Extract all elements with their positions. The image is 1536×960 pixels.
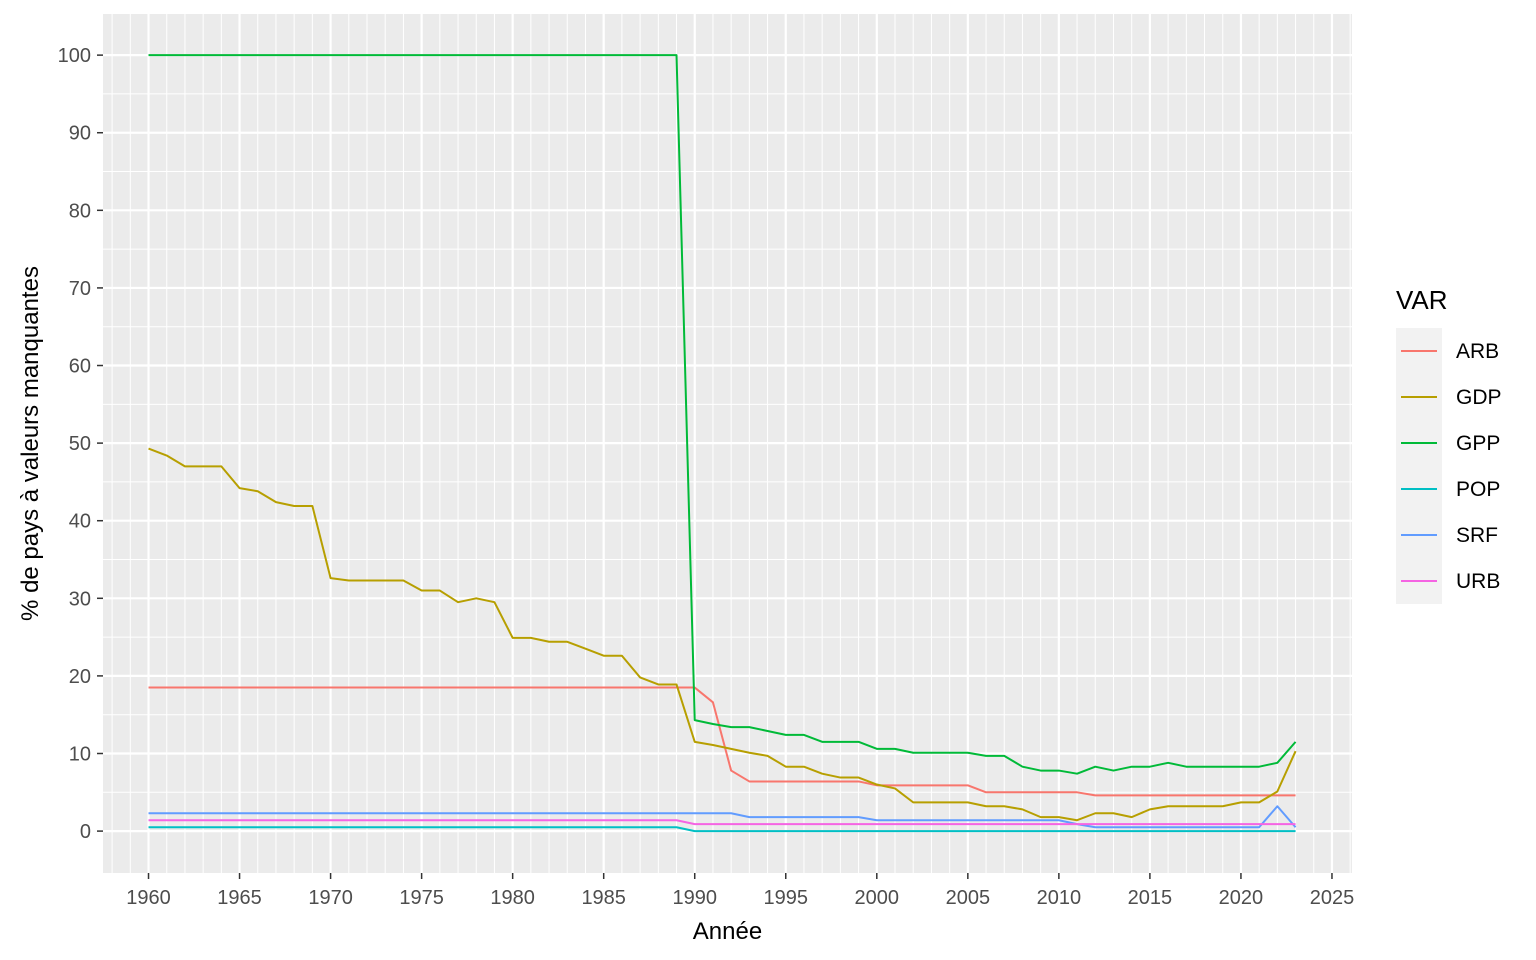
x-axis: 1960 1965 1970 1975 1980 1985 1990 1995 2000 2005…	[126, 873, 1354, 909]
x-tick-label: 2025	[1310, 887, 1355, 909]
y-tick-label: 0	[80, 821, 91, 843]
x-axis-title: Année	[693, 918, 762, 945]
x-tick-label: 2015	[1128, 887, 1173, 909]
x-tick-label: 2005	[946, 887, 991, 909]
x-tick-label: 2000	[855, 887, 900, 909]
legend-label-gdp: GDP	[1456, 386, 1502, 409]
y-tick-label: 10	[69, 744, 91, 766]
series-line-pop	[148, 826, 1296, 833]
y-axis: 0 10 20 30 40 50 60 70 80 90 100	[58, 45, 103, 843]
legend-title: VAR	[1396, 285, 1448, 315]
series-line-urb	[148, 819, 1296, 826]
y-tick-label: 70	[69, 278, 91, 300]
legend-label-urb: URB	[1456, 570, 1500, 593]
x-tick-label: 1965	[217, 887, 262, 909]
x-tick-label: 1980	[490, 887, 535, 909]
x-tick-label: 1970	[308, 887, 353, 909]
y-tick-label: 30	[69, 588, 91, 610]
legend-key-background	[1396, 328, 1442, 604]
y-tick-label: 80	[69, 200, 91, 222]
legend-label-gpp: GPP	[1456, 432, 1500, 455]
x-tick-label: 2010	[1037, 887, 1082, 909]
y-tick-label: 40	[69, 511, 91, 533]
x-tick-label: 1995	[764, 887, 809, 909]
legend-label-arb: ARB	[1456, 340, 1499, 363]
series-line-srf	[148, 805, 1297, 829]
legend-label-pop: POP	[1456, 478, 1500, 501]
legend-label-srf: SRF	[1456, 524, 1498, 547]
legend: VAR ARB GDP GPP POP SRF URB	[1396, 285, 1502, 604]
y-tick-label: 90	[69, 123, 91, 145]
legend-items: ARB GDP GPP POP SRF URB	[1401, 340, 1502, 593]
x-tick-label: 1960	[126, 887, 171, 909]
y-tick-label: 60	[69, 356, 91, 378]
x-tick-label: 1990	[672, 887, 717, 909]
x-tick-label: 2020	[1219, 887, 1264, 909]
y-tick-label: 50	[69, 433, 91, 455]
y-axis-title: % de pays à valeurs manquantes	[17, 266, 44, 621]
x-tick-label: 1975	[399, 887, 444, 909]
series-line-gpp	[148, 54, 1297, 775]
series-lines	[148, 54, 1297, 833]
series-line-gdp	[148, 447, 1297, 822]
x-tick-label: 1985	[581, 887, 626, 909]
y-tick-label: 20	[69, 666, 91, 688]
y-tick-label: 100	[58, 45, 91, 67]
series-line-arb	[148, 686, 1296, 797]
